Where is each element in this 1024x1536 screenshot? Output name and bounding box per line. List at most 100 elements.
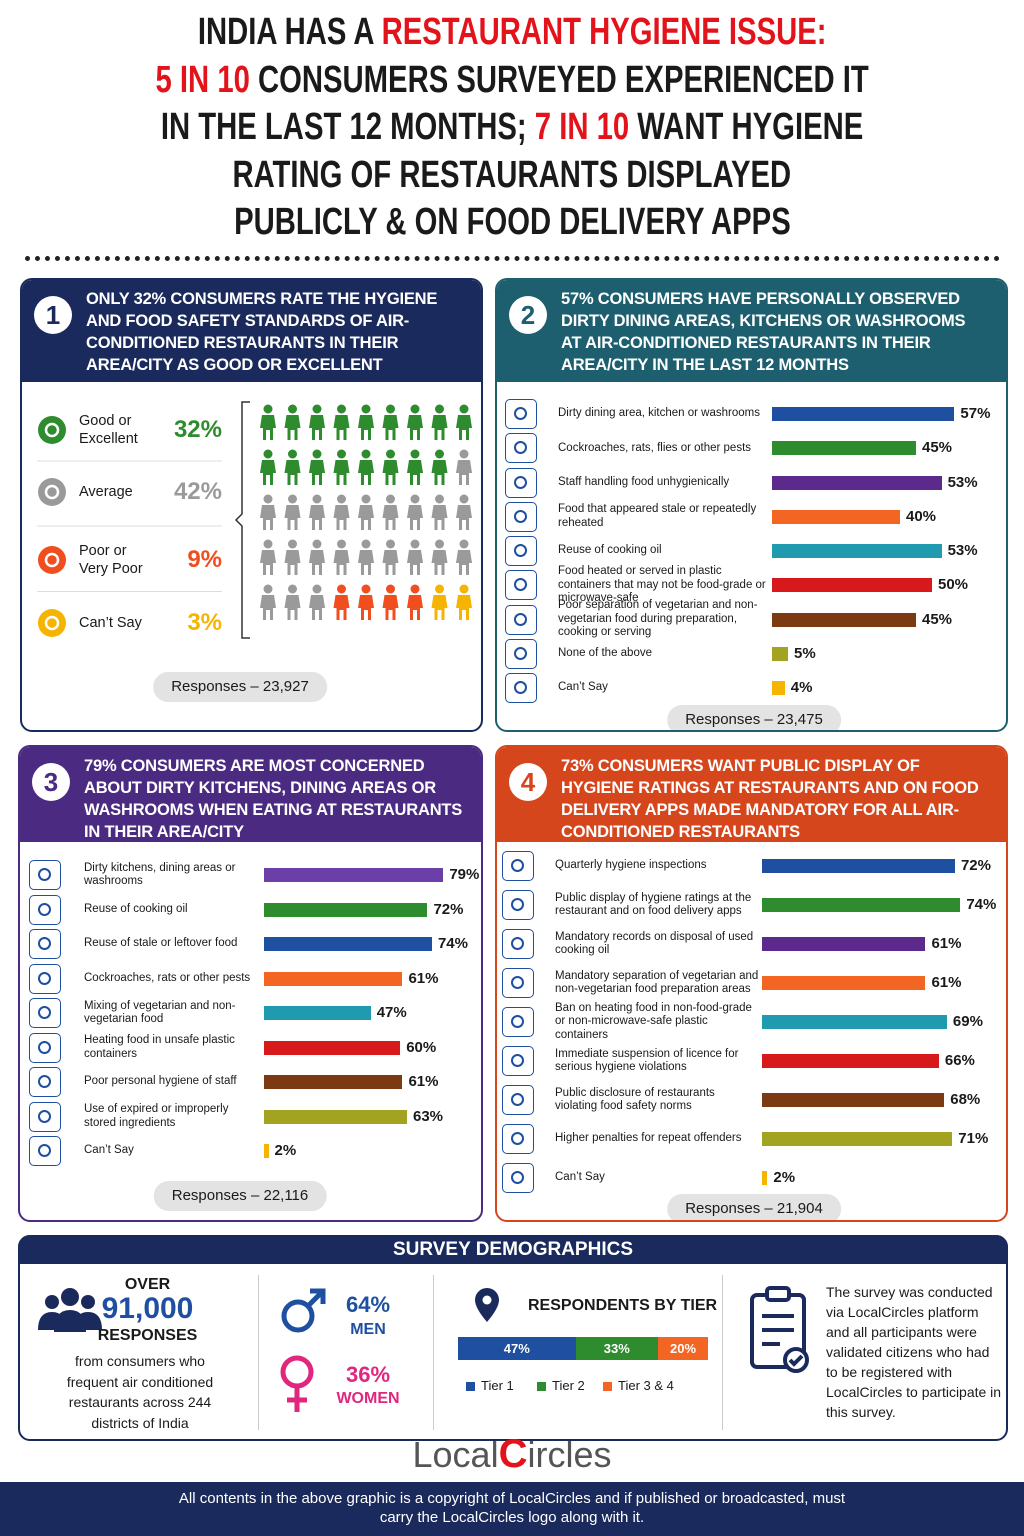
value-label: 45% <box>922 610 953 628</box>
category-icon-mark <box>44 552 60 568</box>
person-body <box>309 595 325 620</box>
value-label: 2% <box>274 1142 297 1159</box>
value-label: 61% <box>408 1073 439 1090</box>
value-label: 3% <box>187 609 222 636</box>
person-icon <box>358 449 374 485</box>
bar <box>762 898 961 912</box>
person-icon <box>260 494 276 530</box>
person-body <box>382 505 399 530</box>
value-label: 74% <box>437 935 468 952</box>
category-label: Can’t Say <box>84 1144 134 1157</box>
row-icon <box>505 536 537 566</box>
value-label: 61% <box>931 935 962 952</box>
title-text: IN THE LAST 12 MONTHS; <box>160 106 535 148</box>
person-icon <box>456 449 472 485</box>
bracket <box>234 401 250 639</box>
category-label: Food that appeared stale or repeatedly r… <box>558 503 757 529</box>
title-text: WANT HYGIENE <box>629 106 864 148</box>
person-icon <box>382 539 399 575</box>
category-label: Good or Excellent <box>79 413 138 447</box>
person-body <box>333 460 350 485</box>
female-symbol <box>280 1355 314 1412</box>
person-body <box>284 550 301 575</box>
person-head <box>386 449 395 459</box>
person-body <box>382 415 399 440</box>
person-head <box>435 404 444 414</box>
bar <box>264 902 428 917</box>
title-highlight: RESTAURANT HYGIENE ISSUE: <box>381 11 827 53</box>
panel-number: 3 <box>32 763 70 801</box>
person-head <box>361 494 371 504</box>
bar <box>762 1132 953 1146</box>
panel-header: 4 73% CONSUMERS WANT PUBLIC DISPLAY OF HY… <box>497 747 1006 842</box>
bar <box>772 578 932 593</box>
person-body <box>358 595 374 620</box>
panel-number: 1 <box>34 296 72 334</box>
person-head <box>386 584 395 594</box>
person-head <box>361 449 371 459</box>
bar <box>762 1171 768 1185</box>
person-body <box>260 595 276 620</box>
person-body <box>407 550 423 575</box>
bar <box>762 1054 939 1068</box>
tier-segment <box>458 1337 576 1360</box>
person-head <box>410 404 420 414</box>
person-icon <box>431 404 448 440</box>
row-icon-glyph <box>38 971 51 985</box>
category-label: Mixing of vegetarian and non-vegetarian … <box>84 999 236 1026</box>
legend-swatch <box>466 1382 475 1391</box>
value-label: 5% <box>794 644 816 662</box>
responses: Responses – 22,116 <box>153 1181 327 1211</box>
tier-value-label: 20% <box>669 1341 697 1356</box>
value-label: 42% <box>173 478 222 505</box>
person-body <box>382 460 399 485</box>
value-label: 53% <box>947 542 978 559</box>
bar <box>762 976 926 990</box>
row-icon <box>502 851 534 881</box>
person-head <box>288 449 297 459</box>
person-icon <box>456 494 472 530</box>
person-body <box>431 505 448 530</box>
category-label: Ban on heating food in non-food-grade or… <box>555 1001 752 1041</box>
person-body <box>260 460 276 485</box>
row-icon <box>29 860 61 890</box>
person-icon <box>382 584 399 620</box>
panel: 2 57% CONSUMERS HAVE PERSONALLY OBSERVED … <box>495 278 1008 732</box>
person-body <box>456 505 472 530</box>
value-label: 69% <box>952 1013 983 1030</box>
person-body <box>407 415 423 440</box>
person-body <box>382 550 399 575</box>
pin-icon <box>475 1288 499 1322</box>
row-icon <box>29 1101 61 1132</box>
title-line-inner: IN THE LAST 12 MONTHS; 7 IN 10 WANT HYGI… <box>161 103 863 151</box>
tier-value-label: 47% <box>503 1341 530 1356</box>
person-head <box>288 539 297 549</box>
value-label: 61% <box>931 974 962 991</box>
person-head <box>337 539 346 549</box>
row-icon-glyph <box>511 1054 524 1067</box>
person-head <box>263 404 273 414</box>
person-body <box>309 460 325 485</box>
title-line-inner: INDIA HAS A RESTAURANT HYGIENE ISSUE: <box>198 8 827 56</box>
row-icon-glyph <box>38 1075 51 1088</box>
row-icon <box>505 604 537 635</box>
category-label: Use of expired or improperly stored ingr… <box>84 1103 229 1129</box>
person-head <box>337 584 346 594</box>
row-icon <box>29 894 61 925</box>
value-label: 4% <box>790 679 813 696</box>
value-label: 63% <box>413 1107 444 1125</box>
panel-number: 2 <box>509 296 547 334</box>
title-text: INDIA HAS A <box>197 11 382 53</box>
panel: 3 79% CONSUMERS ARE MOST CONCERNED ABOUT … <box>18 745 483 1222</box>
person-icon <box>309 539 325 575</box>
logo: LocalCircles <box>312 1432 712 1477</box>
row-icon <box>505 570 537 601</box>
title-text: CONSUMERS SURVEYED EXPERIENCED IT <box>249 58 869 101</box>
row-icon-glyph <box>511 937 524 950</box>
category-label: Mandatory records on disposal of used co… <box>555 930 754 957</box>
person-icon <box>333 494 350 530</box>
person-icon <box>284 539 301 575</box>
title-line-inner: RATING OF RESTAURANTS DISPLAYED <box>233 151 792 199</box>
person-head <box>410 494 420 504</box>
category-label: Dirty dining area, kitchen or washrooms <box>558 407 760 420</box>
